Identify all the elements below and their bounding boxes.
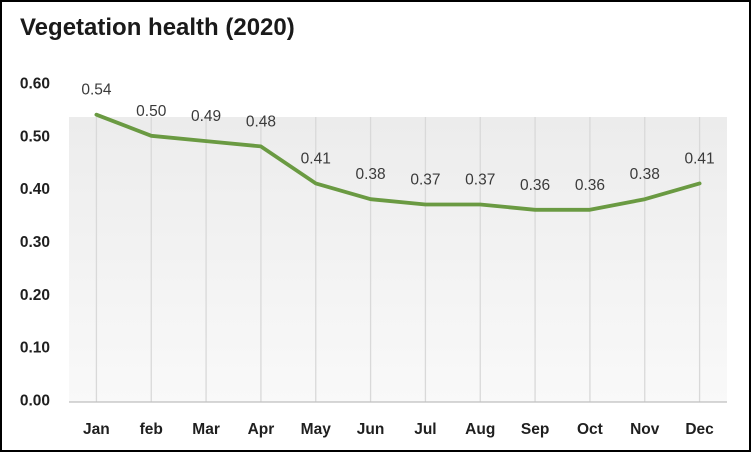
data-label: 0.50 [136,103,167,120]
y-tick-label: 0.50 [20,128,50,145]
y-tick-label: 0.30 [20,234,50,251]
x-category-label: Sep [521,421,549,438]
data-label: 0.36 [575,177,605,194]
y-tick-label: 0.20 [20,287,50,304]
data-label: 0.48 [246,113,276,130]
data-label: 0.41 [684,150,714,167]
x-category-label: Mar [192,421,220,438]
chart-title: Vegetation health (2020) [20,14,295,41]
data-label: 0.41 [301,150,331,167]
data-label: 0.49 [191,108,221,125]
data-label: 0.54 [81,82,112,99]
series-line [94,112,702,212]
x-category-label: Oct [577,421,603,438]
data-label: 0.37 [410,172,440,189]
x-category-label: Jul [414,421,436,438]
data-label: 0.36 [520,177,550,194]
x-category-label: Apr [248,421,275,438]
x-category-label: Aug [465,421,495,438]
x-category-label: Jan [83,421,110,438]
x-category-label: feb [140,421,163,438]
y-tick-label: 0.60 [20,76,50,93]
data-label: 0.38 [630,166,660,183]
x-category-label: Jun [357,421,385,438]
plot-area [69,117,727,402]
data-label: 0.38 [355,166,385,183]
y-tick-label: 0.10 [20,340,50,357]
x-category-label: Dec [685,421,714,438]
data-label: 0.37 [465,172,495,189]
x-category-label: Nov [630,421,660,438]
x-category-label: May [301,421,332,438]
y-tick-label: 0.40 [20,181,50,198]
y-tick-label: 0.00 [20,393,50,410]
